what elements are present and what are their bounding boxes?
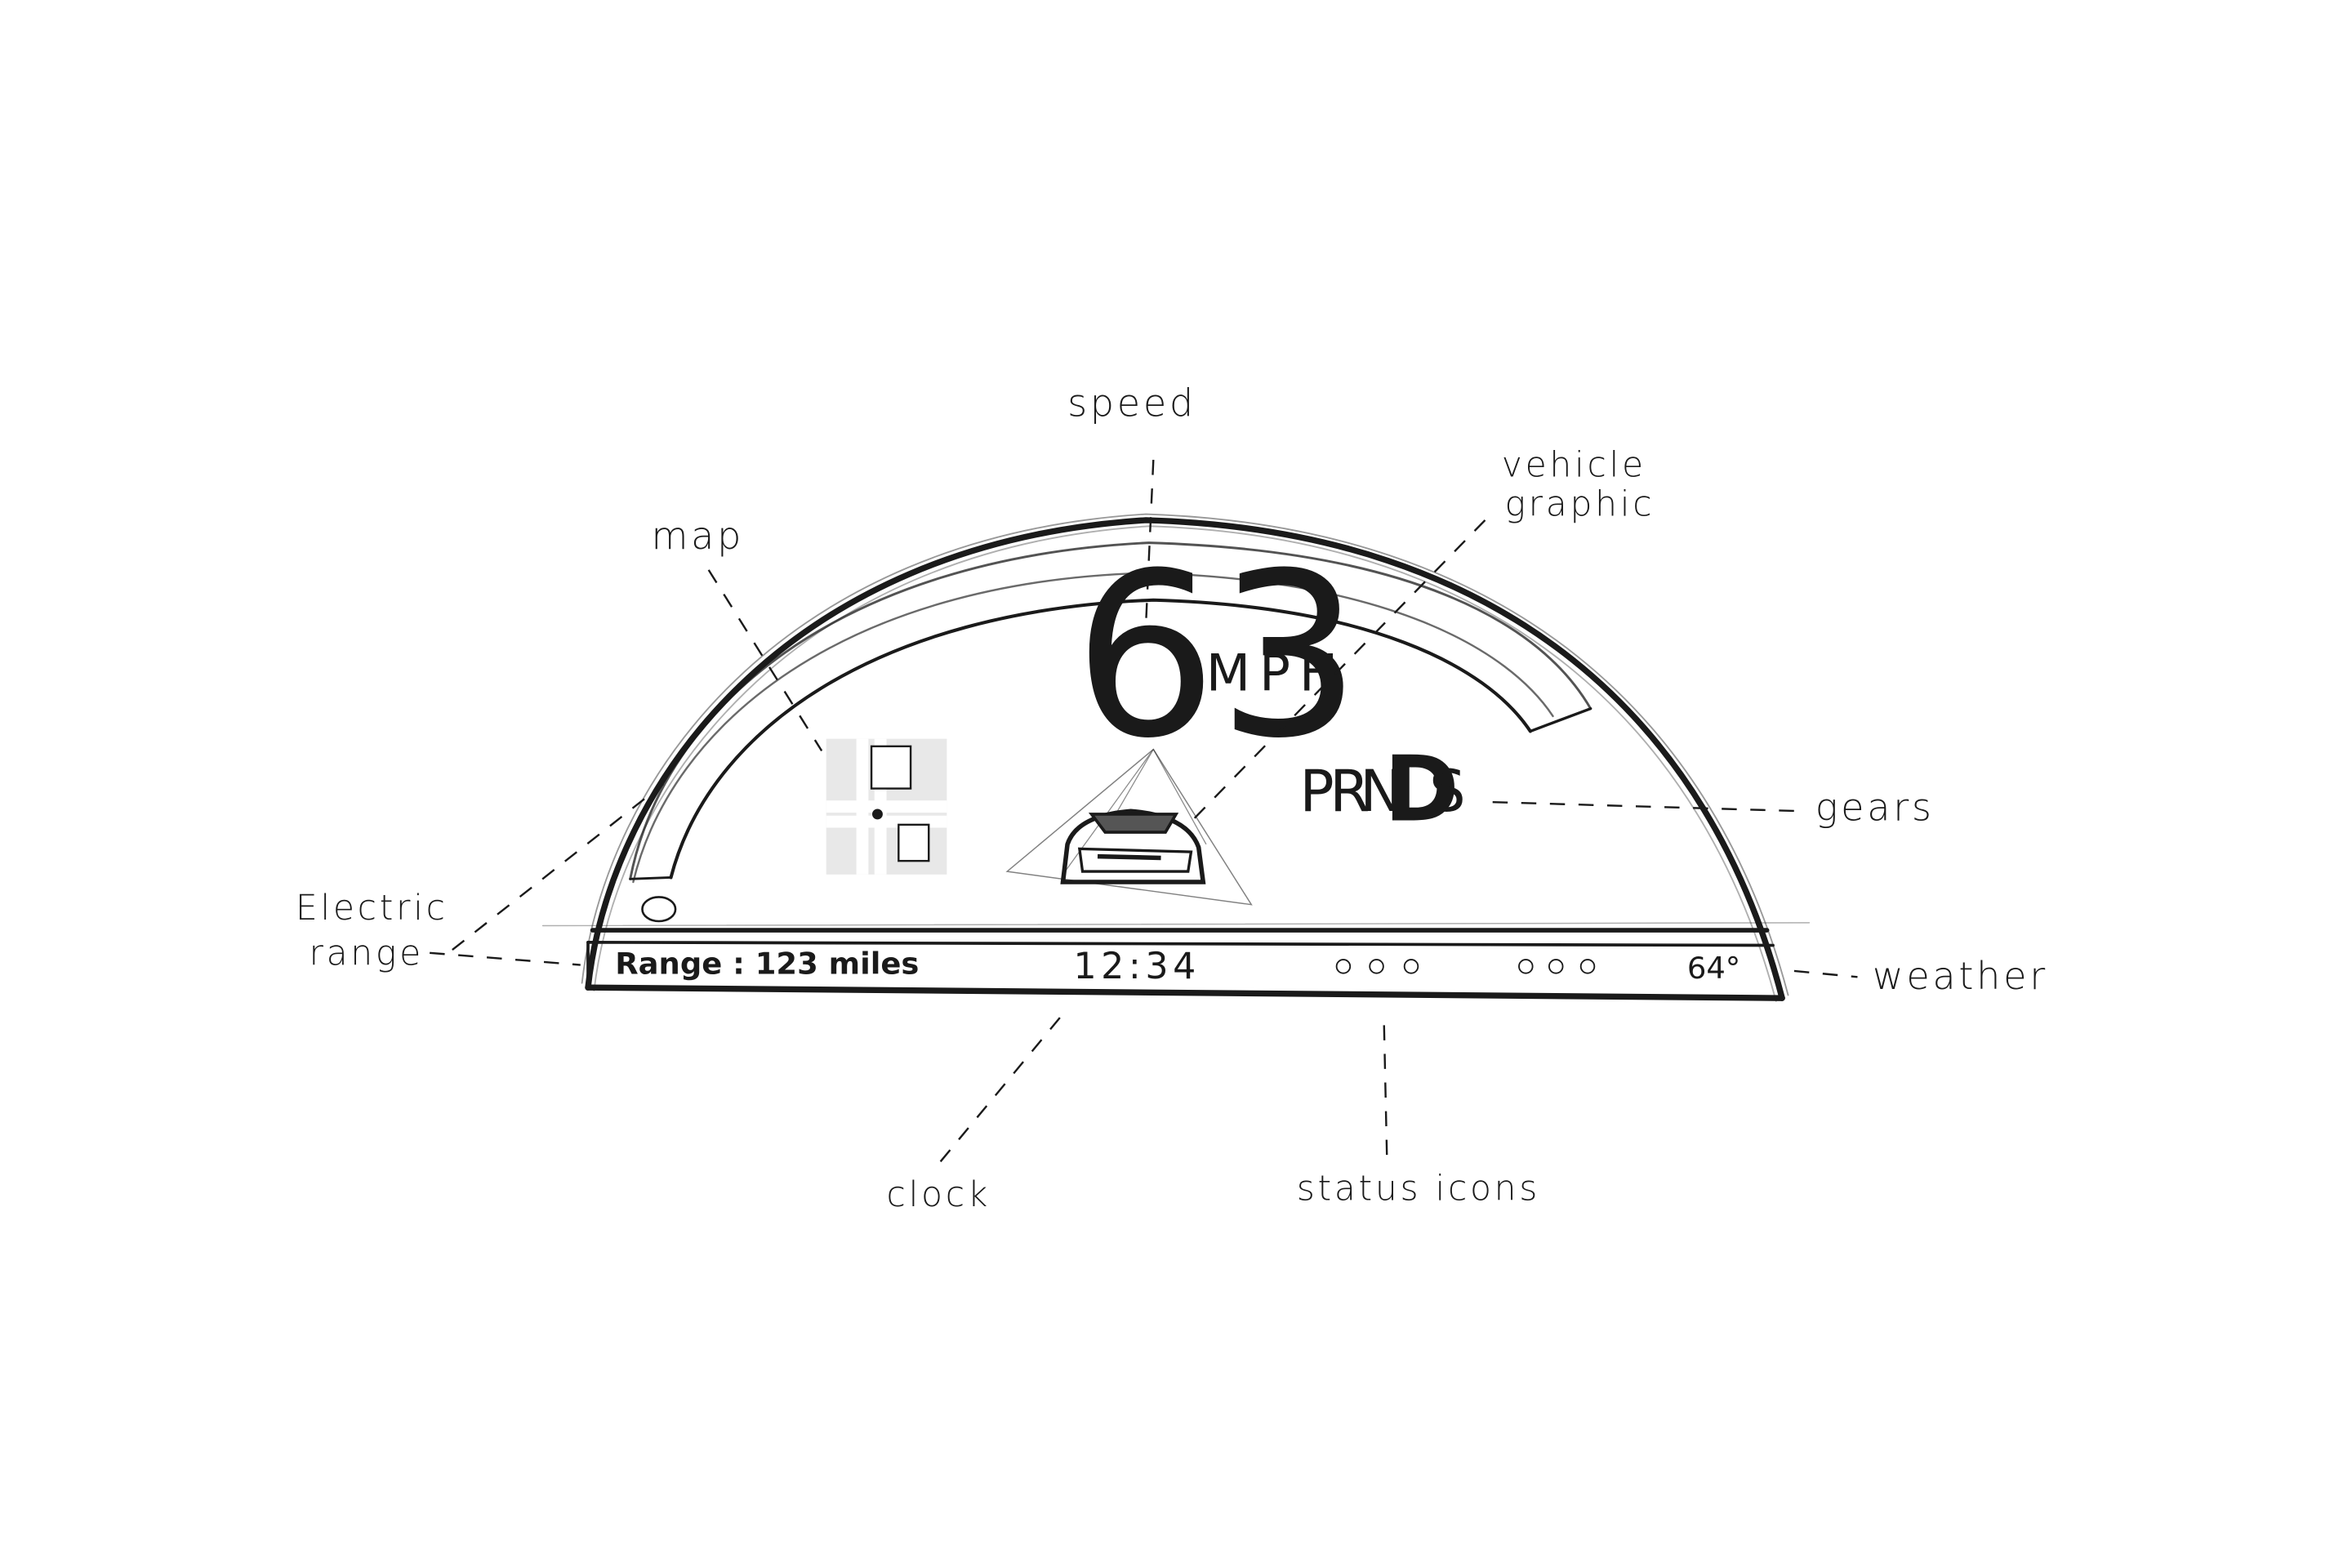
gear-selector: P R N D S (1299, 737, 1486, 842)
status-dot-icon (1518, 959, 1534, 974)
status-dot-icon (1548, 959, 1564, 974)
status-dot-icon (1335, 959, 1352, 974)
speed-unit: MPH (1206, 644, 1347, 703)
label-electric-range-1: Electric (296, 889, 448, 929)
label-clock: clock (887, 1175, 991, 1215)
gear-r: R (1330, 758, 1391, 825)
range-readout: Range : 123 miles (615, 947, 919, 982)
label-electric-range-2: range (309, 934, 423, 974)
label-status-icons: status icons (1297, 1169, 1540, 1209)
label-weather: weather (1873, 954, 2048, 998)
status-dot-icon (1403, 959, 1419, 974)
label-vehicle-graphic-1: vehicle (1502, 445, 1646, 485)
leader-lines (430, 460, 1858, 1169)
gear-d-active: D (1384, 737, 1459, 842)
label-vehicle-graphic-2: graphic (1504, 484, 1655, 524)
clock-readout: 12:34 (1073, 946, 1200, 987)
speed-value: 63 (1073, 525, 1361, 788)
gear-s: S (1429, 758, 1486, 825)
gear-p: P (1299, 758, 1355, 825)
vehicle-graphic (1005, 748, 1253, 906)
status-icons (1335, 959, 1596, 974)
label-gears: gears (1815, 785, 1935, 829)
dashboard-outline (541, 513, 1811, 1002)
gear-n: N (1360, 758, 1423, 825)
label-speed: speed (1067, 381, 1196, 425)
map-graphic (826, 738, 947, 875)
status-dot-icon (1579, 959, 1596, 974)
temperature-readout: 64° (1687, 951, 1740, 986)
status-dot-icon (1369, 959, 1384, 974)
label-map: map (652, 514, 745, 558)
